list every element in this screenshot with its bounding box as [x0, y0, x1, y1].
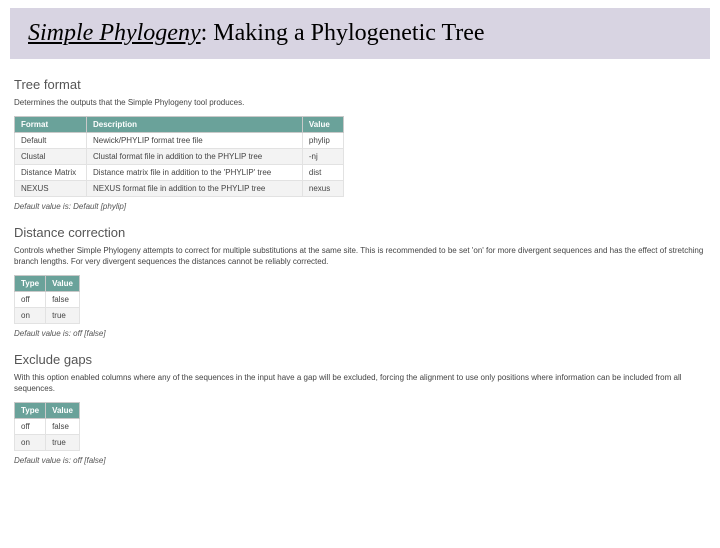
title-italic-part: Simple Phylogeny — [28, 20, 201, 46]
cell: Newick/PHYLIP format tree file — [86, 133, 302, 149]
tree-format-description: Determines the outputs that the Simple P… — [14, 98, 706, 108]
distance-correction-default-note: Default value is: off [false] — [14, 329, 706, 338]
cell: Clustal — [15, 149, 87, 165]
tree-format-default-note: Default value is: Default [phylip] — [14, 202, 706, 211]
cell: Clustal format file in addition to the P… — [86, 149, 302, 165]
cell: Default — [15, 133, 87, 149]
cell: phylip — [302, 133, 343, 149]
exclude-gaps-table: Type Value off false on true — [14, 402, 80, 451]
table-row: NEXUS NEXUS format file in addition to t… — [15, 181, 344, 197]
table-row: on true — [15, 308, 80, 324]
cell: true — [46, 434, 80, 450]
col-header: Type — [15, 402, 46, 418]
content-area: Tree format Determines the outputs that … — [0, 59, 720, 465]
cell: nexus — [302, 181, 343, 197]
cell: Distance matrix file in addition to the … — [86, 165, 302, 181]
table-row: off false — [15, 292, 80, 308]
col-header: Value — [46, 402, 80, 418]
cell: on — [15, 308, 46, 324]
table-row: Default Newick/PHYLIP format tree file p… — [15, 133, 344, 149]
col-header: Format — [15, 117, 87, 133]
table-row: on true — [15, 434, 80, 450]
exclude-gaps-heading: Exclude gaps — [14, 352, 706, 367]
cell: off — [15, 292, 46, 308]
table-row: off false — [15, 418, 80, 434]
cell: false — [46, 418, 80, 434]
cell: Distance Matrix — [15, 165, 87, 181]
slide-title-bar: Simple Phylogeny: Making a Phylogenetic … — [10, 8, 710, 59]
cell: false — [46, 292, 80, 308]
section-distance-correction: Distance correction Controls whether Sim… — [14, 225, 706, 338]
tree-format-heading: Tree format — [14, 77, 706, 92]
cell: true — [46, 308, 80, 324]
cell: -nj — [302, 149, 343, 165]
slide-title: Simple Phylogeny: Making a Phylogenetic … — [28, 20, 692, 47]
cell: off — [15, 418, 46, 434]
col-header: Value — [46, 276, 80, 292]
table-row: Distance Matrix Distance matrix file in … — [15, 165, 344, 181]
section-exclude-gaps: Exclude gaps With this option enabled co… — [14, 352, 706, 465]
col-header: Value — [302, 117, 343, 133]
cell: NEXUS — [15, 181, 87, 197]
col-header: Type — [15, 276, 46, 292]
exclude-gaps-description: With this option enabled columns where a… — [14, 373, 706, 394]
table-row: Clustal Clustal format file in addition … — [15, 149, 344, 165]
col-header: Description — [86, 117, 302, 133]
title-rest: : Making a Phylogenetic Tree — [201, 20, 485, 46]
section-tree-format: Tree format Determines the outputs that … — [14, 77, 706, 211]
cell: NEXUS format file in addition to the PHY… — [86, 181, 302, 197]
cell: dist — [302, 165, 343, 181]
exclude-gaps-default-note: Default value is: off [false] — [14, 456, 706, 465]
distance-correction-table: Type Value off false on true — [14, 275, 80, 324]
cell: on — [15, 434, 46, 450]
distance-correction-heading: Distance correction — [14, 225, 706, 240]
distance-correction-description: Controls whether Simple Phylogeny attemp… — [14, 246, 706, 267]
tree-format-table: Format Description Value Default Newick/… — [14, 116, 344, 197]
